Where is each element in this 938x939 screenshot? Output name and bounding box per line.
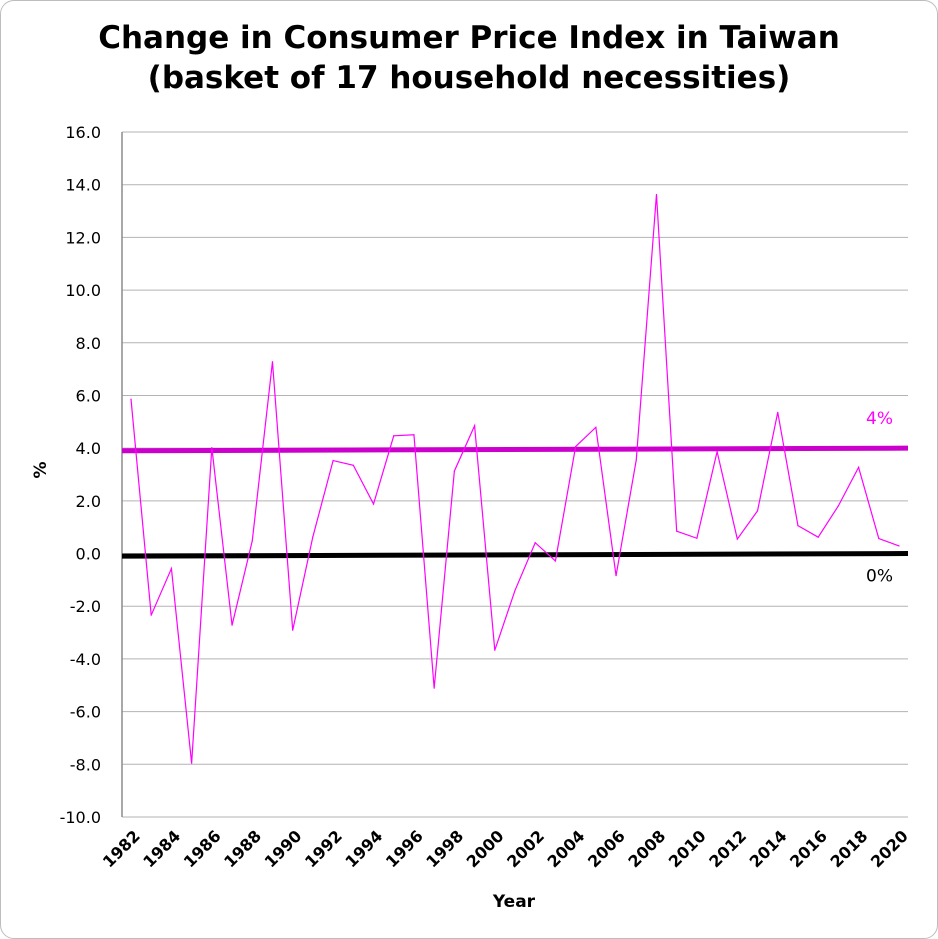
data-point — [191, 762, 193, 764]
data-point — [716, 450, 718, 453]
data-point — [857, 466, 860, 468]
data-point — [312, 536, 314, 538]
y-tick-label: -2.0 — [70, 597, 101, 616]
x-tick-label: 2018 — [826, 826, 871, 871]
data-point — [655, 193, 658, 196]
x-tick-label: 2002 — [503, 826, 548, 871]
x-tick-label: 2008 — [624, 826, 669, 871]
data-point — [433, 687, 435, 689]
data-point — [494, 649, 496, 651]
data-point — [595, 426, 597, 428]
y-tick-label: -8.0 — [70, 755, 101, 774]
data-point — [413, 434, 415, 436]
series-line — [130, 194, 900, 764]
data-point — [797, 525, 799, 527]
y-tick-label: 6.0 — [76, 386, 101, 405]
x-tick-label: 2006 — [584, 826, 629, 871]
data-point — [817, 536, 819, 538]
data-point — [898, 545, 900, 547]
data-point — [736, 538, 738, 540]
data-point — [676, 530, 678, 532]
data-point — [534, 542, 536, 544]
data-point — [130, 398, 132, 400]
data-point — [231, 624, 233, 626]
x-tick-label: 2016 — [786, 826, 831, 871]
x-tick-label: 2020 — [867, 826, 912, 871]
chart-title: Change in Consumer Price Index in Taiwan… — [0, 18, 938, 98]
data-point — [150, 614, 152, 616]
x-tick-label: 1996 — [382, 826, 427, 871]
x-tick-label: 2012 — [705, 826, 750, 871]
data-point — [473, 425, 476, 427]
x-tick-label: 2000 — [463, 826, 508, 871]
data-point — [837, 505, 839, 507]
reference-line-label: 4% — [866, 409, 893, 429]
data-point — [615, 575, 617, 577]
x-tick-label: 1990 — [261, 826, 306, 871]
data-point — [332, 459, 334, 462]
y-tick-label: 14.0 — [65, 176, 101, 195]
data-point — [878, 537, 880, 540]
chart-title-line2: (basket of 17 household necessities) — [147, 60, 791, 96]
x-tick-label: 2004 — [544, 826, 589, 871]
data-point — [777, 411, 779, 413]
x-tick-label: 1994 — [341, 826, 386, 871]
y-tick-label: -10.0 — [60, 808, 101, 827]
data-point — [372, 503, 375, 505]
y-tick-label: 12.0 — [65, 228, 101, 247]
data-point — [393, 435, 395, 437]
y-tick-label: 10.0 — [65, 281, 101, 300]
y-tick-label: 2.0 — [76, 492, 101, 511]
y-tick-label: 16.0 — [65, 123, 101, 142]
data-point — [251, 540, 253, 542]
x-tick-label: 1982 — [99, 826, 144, 871]
y-tick-label: 0.0 — [76, 545, 101, 564]
x-axis-title: Year — [492, 892, 536, 912]
y-tick-label: -6.0 — [70, 703, 101, 722]
data-point — [292, 629, 294, 631]
data-point — [211, 447, 213, 449]
y-axis-title: % — [31, 461, 51, 478]
data-point — [635, 459, 637, 461]
data-point — [514, 589, 516, 592]
chart-title-line1: Change in Consumer Price Index in Taiwan — [98, 20, 840, 56]
reference-line-0pct — [121, 551, 909, 559]
x-tick-label: 1998 — [422, 826, 467, 871]
data-point — [756, 510, 759, 512]
data-point — [170, 567, 173, 570]
data-point — [554, 560, 557, 562]
data-point — [271, 361, 274, 363]
data-point — [352, 464, 354, 466]
reference-line-label: 0% — [866, 567, 893, 587]
y-tick-label: 4.0 — [76, 439, 101, 458]
data-point — [575, 445, 577, 448]
y-tick-label: -4.0 — [70, 650, 101, 669]
y-tick-label: 8.0 — [76, 334, 101, 353]
reference-line-4pct — [121, 445, 909, 454]
data-point — [696, 537, 698, 539]
x-tick-label: 1984 — [139, 826, 184, 871]
x-tick-label: 2014 — [746, 826, 791, 871]
x-tick-label: 1992 — [301, 826, 346, 871]
x-tick-label: 1988 — [220, 826, 265, 871]
data-point — [453, 470, 455, 472]
x-tick-label: 1986 — [180, 826, 225, 871]
x-tick-label: 2010 — [665, 826, 710, 871]
